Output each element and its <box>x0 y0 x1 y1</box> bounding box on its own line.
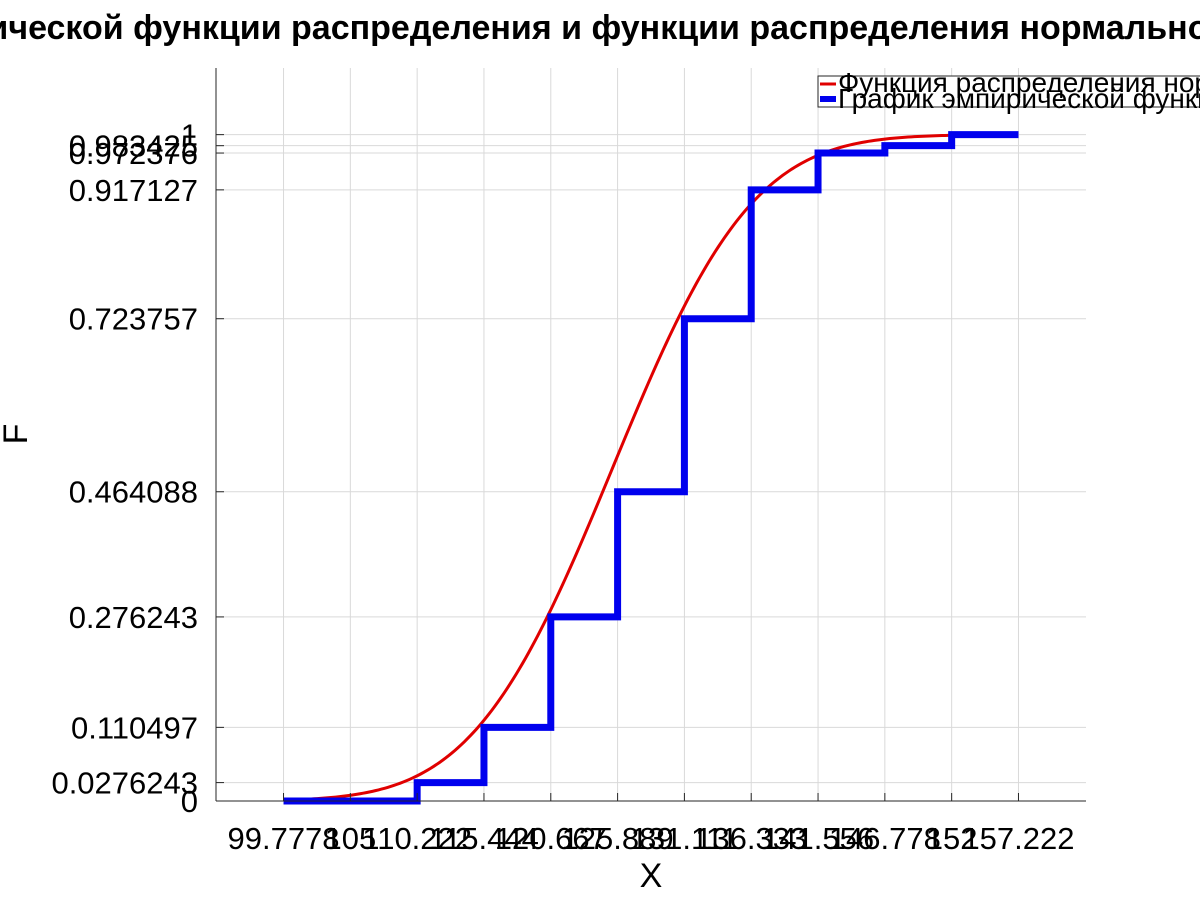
chart-title: График эмпирической функции распределени… <box>0 9 1200 47</box>
x-tick-label: 157.222 <box>962 821 1074 856</box>
x-tick-label: 115.444 <box>429 821 539 856</box>
legend: Функция распределения нормального распре… <box>817 67 1200 114</box>
empirical-cdf-step-line <box>283 131 1019 805</box>
y-tick-label: 0.917127 <box>69 173 198 208</box>
series-layer <box>283 131 1019 805</box>
y-tick-label: 0.983425 <box>69 129 198 164</box>
x-tick-label: 120.667 <box>495 821 607 856</box>
plot-area <box>215 68 1086 805</box>
y-tick-label: 0.276243 <box>69 600 198 635</box>
y-tick-label: 0.723757 <box>69 302 198 337</box>
y-tick-label: 0.110497 <box>71 710 198 745</box>
y-tick-label: 0.972376 <box>69 136 198 171</box>
x-axis-ticks: 99.7778105110.222115.444120.667125.88913… <box>227 793 1075 856</box>
y-tick-label: 0.0276243 <box>51 766 198 801</box>
x-tick-label: 105 <box>324 821 376 856</box>
x-tick-label: 146.778 <box>829 821 941 856</box>
plot-background <box>216 68 1086 801</box>
x-axis-label: X <box>640 857 663 895</box>
x-tick-label: 136.333 <box>695 821 807 856</box>
normal-cdf-line <box>283 133 1019 802</box>
x-tick-label: 110.222 <box>362 821 472 856</box>
x-tick-label: 141.556 <box>762 821 874 856</box>
y-gridlines <box>216 134 1086 802</box>
y-axis-label: F <box>0 424 35 445</box>
y-tick-label: 0 <box>181 784 198 819</box>
x-tick-label: 99.7778 <box>227 821 339 856</box>
y-tick-label: 0.464088 <box>69 475 198 510</box>
legend-label-normal-cdf: Функция распределения нормального распре… <box>838 67 1200 98</box>
x-tick-label: 131.111 <box>631 821 738 856</box>
legend-box <box>817 75 1200 108</box>
y-tick-label: 1 <box>181 118 198 153</box>
legend-label-empirical-cdf: График эмпирической функции распределени… <box>838 83 1200 114</box>
x-tick-label: 125.889 <box>562 821 674 856</box>
x-tick-label: 152 <box>926 821 978 856</box>
y-axis-ticks: 00.0276243 0.110497 0.276243 0.464088 0.7237… <box>51 118 224 819</box>
